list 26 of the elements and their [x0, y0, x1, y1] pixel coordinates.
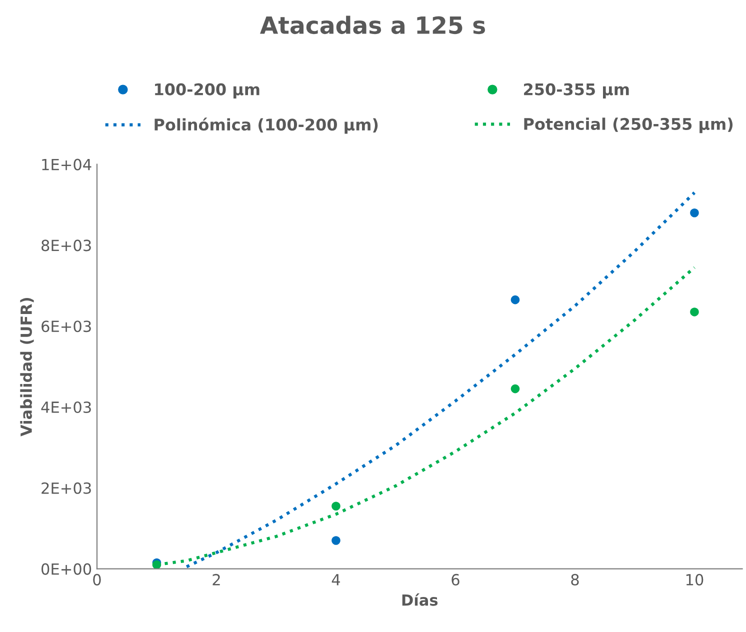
chart-title: Atacadas a 125 s [260, 16, 486, 34]
legend-label: 250-355 µm [524, 83, 629, 98]
x-tick-label: 10 [686, 574, 704, 586]
legend-label: Polinómica (100-200 µm) [154, 118, 378, 134]
point [332, 502, 340, 510]
y-axis-title: Viabilidad (UFR) [20, 298, 34, 436]
point [510, 295, 520, 304]
y-tick-label: 8E+03 [42, 240, 91, 252]
x-tick-label: 0 [93, 574, 101, 586]
y-tick-label: 2E+03 [42, 482, 91, 494]
legend-label: 100-200 µm [155, 83, 260, 98]
x-tick-label: 2 [212, 574, 220, 586]
point [690, 308, 699, 316]
point [510, 384, 520, 394]
point [690, 208, 699, 218]
y-tick-label: 0E+00 [42, 563, 92, 575]
x-tick-label: 6 [452, 574, 460, 586]
legend-label: Potencial (250-355 µm) [524, 118, 733, 134]
x-tick-label: 4 [332, 574, 340, 586]
point [332, 536, 340, 545]
y-tick-label: 1E+04 [42, 158, 92, 170]
x-tick-label: 8 [571, 574, 579, 586]
x-axis-title: Días [402, 593, 438, 606]
y-tick-label: 6E+03 [42, 320, 91, 332]
y-tick-label: 4E+03 [41, 401, 91, 414]
line-series [185, 191, 696, 568]
